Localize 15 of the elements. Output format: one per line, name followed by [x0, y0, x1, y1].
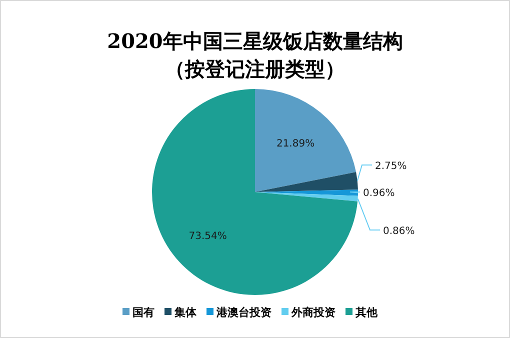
legend-label: 港澳台投资 [216, 306, 272, 319]
legend-label: 集体 [174, 306, 198, 319]
pie-slice [255, 89, 356, 192]
data-label: 73.54% [188, 231, 227, 242]
data-label: 2.75% [375, 161, 407, 172]
legend-label: 国有 [132, 306, 154, 319]
legend-label: 其他 [354, 306, 378, 319]
data-label: 0.96% [363, 188, 395, 199]
data-label: 21.89% [276, 138, 315, 150]
pie-slice [152, 89, 358, 295]
pie-slice [255, 172, 358, 192]
chart-title: 2020年中国三星级饭店数量结构 [107, 29, 403, 53]
data-label: 0.86% [383, 226, 415, 237]
chart-subtitle: （按登记注册类型） [165, 57, 345, 81]
legend-label: 外商投资 [290, 306, 336, 319]
